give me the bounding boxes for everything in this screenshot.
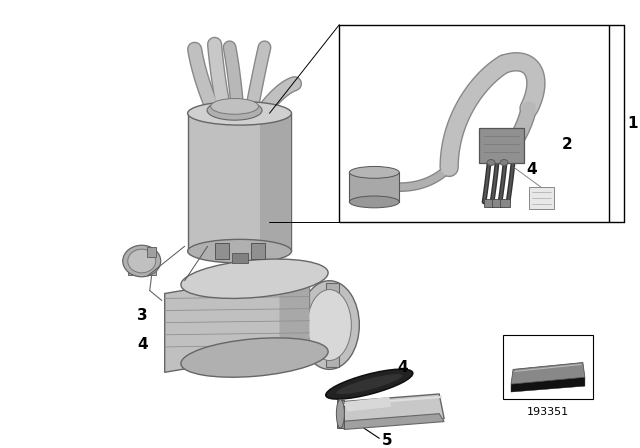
Polygon shape <box>479 128 524 163</box>
Ellipse shape <box>337 400 344 428</box>
Polygon shape <box>484 199 494 207</box>
Polygon shape <box>339 414 444 430</box>
Polygon shape <box>511 377 585 392</box>
Ellipse shape <box>123 245 161 277</box>
Polygon shape <box>339 394 444 426</box>
Polygon shape <box>280 269 309 353</box>
Ellipse shape <box>335 374 403 395</box>
Ellipse shape <box>188 101 291 125</box>
Bar <box>339 25 609 222</box>
Polygon shape <box>344 397 391 412</box>
Text: 1: 1 <box>627 116 637 131</box>
Ellipse shape <box>188 239 291 263</box>
Ellipse shape <box>326 369 413 399</box>
Polygon shape <box>500 199 510 207</box>
Text: 4: 4 <box>137 337 148 352</box>
Ellipse shape <box>128 249 156 273</box>
Polygon shape <box>232 253 248 263</box>
Polygon shape <box>188 113 291 251</box>
Ellipse shape <box>181 259 328 298</box>
Ellipse shape <box>181 338 328 377</box>
Polygon shape <box>259 113 291 251</box>
Polygon shape <box>250 243 264 259</box>
Bar <box>503 335 593 399</box>
Ellipse shape <box>207 100 262 120</box>
Ellipse shape <box>487 159 495 165</box>
Text: 3: 3 <box>137 308 148 323</box>
Text: 4: 4 <box>397 360 408 375</box>
Polygon shape <box>349 172 399 202</box>
Ellipse shape <box>300 281 359 369</box>
Text: 2: 2 <box>562 137 573 152</box>
Ellipse shape <box>349 196 399 208</box>
Text: 193351: 193351 <box>527 407 569 417</box>
Polygon shape <box>326 283 339 367</box>
Polygon shape <box>529 187 554 209</box>
Polygon shape <box>147 247 156 257</box>
Ellipse shape <box>349 167 399 178</box>
Polygon shape <box>337 400 344 428</box>
Polygon shape <box>128 257 156 275</box>
Polygon shape <box>492 199 502 207</box>
Text: 4: 4 <box>526 162 536 177</box>
Ellipse shape <box>307 289 351 361</box>
Ellipse shape <box>211 99 259 114</box>
Polygon shape <box>214 243 228 259</box>
Polygon shape <box>164 269 309 372</box>
Ellipse shape <box>500 159 508 165</box>
Polygon shape <box>511 362 585 384</box>
Text: 5: 5 <box>382 433 393 448</box>
